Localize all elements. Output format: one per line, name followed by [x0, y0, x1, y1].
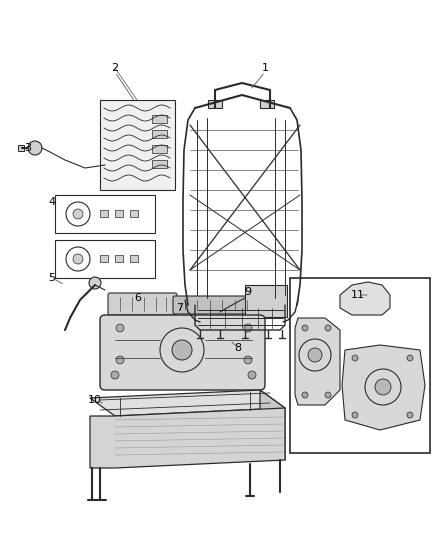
Bar	[100, 100, 175, 190]
FancyBboxPatch shape	[108, 293, 177, 315]
Bar	[290, 278, 430, 453]
Polygon shape	[90, 408, 285, 468]
Bar	[55, 195, 155, 233]
Polygon shape	[340, 282, 390, 315]
Polygon shape	[90, 390, 285, 416]
Bar	[152, 115, 167, 123]
Text: 2: 2	[111, 63, 119, 73]
Circle shape	[325, 325, 331, 331]
Circle shape	[73, 209, 83, 219]
Circle shape	[244, 356, 252, 364]
Bar	[208, 100, 222, 108]
Circle shape	[308, 348, 322, 362]
Text: 3: 3	[25, 143, 32, 153]
Circle shape	[302, 392, 308, 398]
FancyBboxPatch shape	[100, 315, 265, 390]
Text: 7: 7	[177, 303, 184, 313]
Bar	[115, 210, 123, 217]
Text: 5: 5	[49, 273, 56, 283]
Text: 9: 9	[244, 287, 251, 297]
Circle shape	[407, 355, 413, 361]
Bar	[260, 100, 274, 108]
Text: 1: 1	[261, 63, 268, 73]
Circle shape	[73, 254, 83, 264]
Polygon shape	[260, 390, 285, 460]
Circle shape	[302, 325, 308, 331]
Circle shape	[352, 412, 358, 418]
Text: 10: 10	[88, 395, 102, 405]
Bar	[55, 240, 155, 278]
Bar	[115, 255, 123, 262]
Circle shape	[352, 355, 358, 361]
Text: 11: 11	[351, 290, 365, 300]
Circle shape	[28, 141, 42, 155]
Bar	[152, 145, 167, 153]
Circle shape	[248, 371, 256, 379]
Text: 4: 4	[49, 197, 56, 207]
Circle shape	[111, 371, 119, 379]
Circle shape	[116, 356, 124, 364]
Circle shape	[407, 412, 413, 418]
Circle shape	[89, 277, 101, 289]
Bar	[18, 145, 24, 151]
Circle shape	[244, 324, 252, 332]
Text: 6: 6	[134, 293, 141, 303]
Bar	[100, 210, 108, 217]
Circle shape	[375, 379, 391, 395]
Circle shape	[116, 324, 124, 332]
Polygon shape	[342, 345, 425, 430]
Polygon shape	[295, 318, 340, 405]
Circle shape	[172, 340, 192, 360]
Bar	[130, 210, 138, 217]
Bar	[152, 130, 167, 138]
Bar	[152, 160, 167, 168]
Bar	[245, 285, 287, 317]
Bar	[130, 255, 138, 262]
Circle shape	[325, 392, 331, 398]
FancyBboxPatch shape	[173, 296, 257, 314]
Bar	[100, 255, 108, 262]
Text: 8: 8	[234, 343, 242, 353]
